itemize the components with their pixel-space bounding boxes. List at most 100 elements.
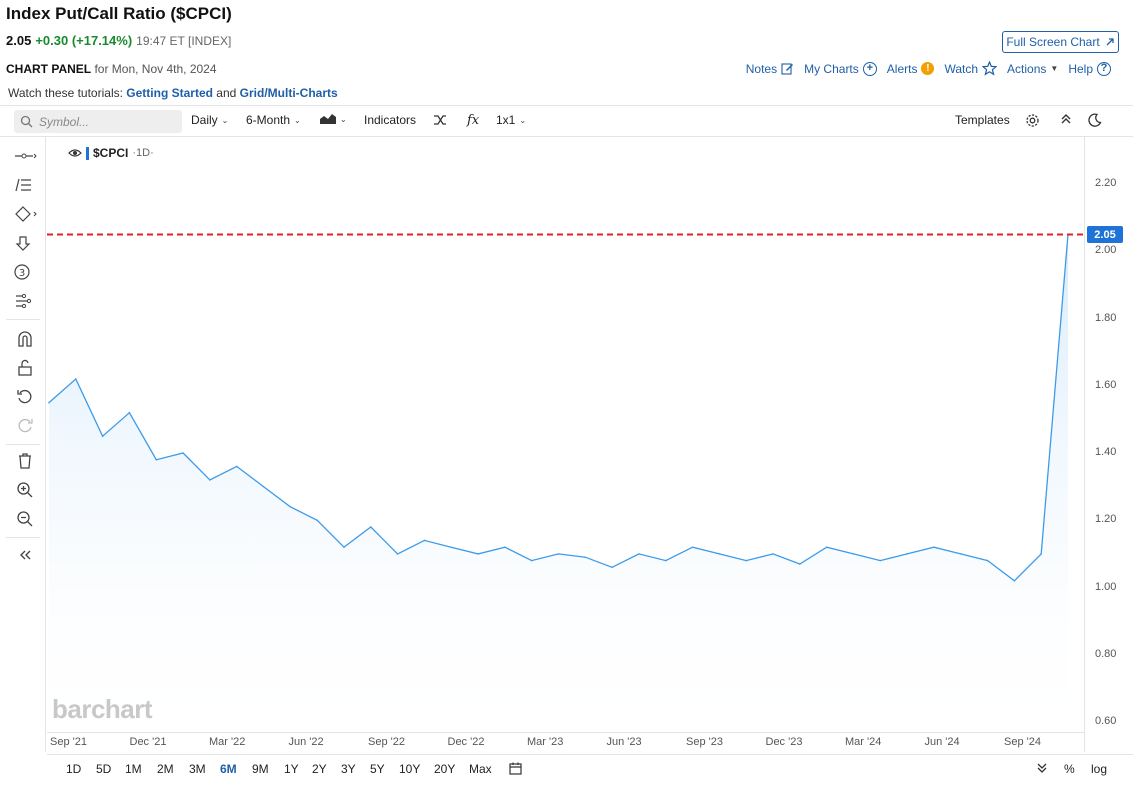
alerts-link[interactable]: Alerts ! <box>887 62 935 76</box>
expand-arrow-icon <box>1105 37 1115 47</box>
data-point <box>369 526 372 528</box>
range-5y[interactable]: 5Y <box>370 762 385 776</box>
line-tool-icon[interactable] <box>12 145 38 167</box>
range-6m[interactable]: 6M <box>220 762 237 776</box>
compare-icon[interactable] <box>433 113 447 127</box>
data-point <box>718 553 721 555</box>
range-1d[interactable]: 1D <box>66 762 82 776</box>
layout-dropdown[interactable]: 1x1 ⌄ <box>496 113 526 127</box>
series-color-swatch <box>86 146 89 160</box>
search-input[interactable]: Symbol... <box>39 114 90 129</box>
time-axis[interactable]: Sep '21 Dec '21 Mar '22 Jun '22 Sep '22 Dec '… <box>47 732 1084 752</box>
chart-plot-area[interactable] <box>47 137 1084 752</box>
data-point <box>745 559 748 562</box>
price-tick-label: 1.20 <box>1095 513 1117 526</box>
data-point <box>799 563 801 565</box>
trash-icon[interactable] <box>12 450 38 472</box>
watch-link[interactable]: Watch <box>944 61 998 76</box>
help-link[interactable]: Help ? <box>1068 61 1111 76</box>
path-tool-icon[interactable] <box>12 290 38 312</box>
data-point <box>879 559 882 562</box>
series-legend[interactable]: $CPCI ·1D· <box>68 146 154 160</box>
fib-tool-icon[interactable] <box>12 174 38 196</box>
data-point <box>209 479 211 481</box>
data-point <box>423 539 426 542</box>
data-point <box>343 546 345 548</box>
full-screen-chart-button[interactable]: Full Screen Chart <box>1002 31 1119 53</box>
notes-link[interactable]: Notes <box>746 62 794 76</box>
dark-mode-moon-icon[interactable] <box>1088 113 1102 127</box>
tools-divider <box>6 319 40 320</box>
undo-icon[interactable] <box>12 386 38 408</box>
range-20y[interactable]: 20Y <box>434 762 456 776</box>
chart-panel-label: CHART PANEL <box>6 62 92 76</box>
series-area-fill <box>49 234 1068 722</box>
time-tick-label: Sep '23 <box>686 736 723 748</box>
redo-icon[interactable] <box>12 415 38 437</box>
data-point <box>772 553 774 555</box>
range-2y[interactable]: 2Y <box>312 762 327 776</box>
calendar-icon[interactable] <box>509 762 522 775</box>
range-9m[interactable]: 9M <box>252 762 269 776</box>
templates-button[interactable]: Templates <box>955 113 1010 127</box>
drawing-tools-sidebar: 3 <box>0 137 46 752</box>
shape-tool-icon[interactable] <box>12 203 38 225</box>
my-charts-link[interactable]: My Charts + <box>804 61 877 76</box>
indicators-button[interactable]: Indicators <box>364 113 417 127</box>
range-1m[interactable]: 1M <box>125 762 142 776</box>
price-tick-label: 1.80 <box>1095 311 1117 324</box>
data-point <box>933 546 935 548</box>
magnet-icon[interactable] <box>12 328 38 350</box>
data-point <box>289 506 292 508</box>
percent-toggle[interactable]: % <box>1064 762 1075 776</box>
interval-dropdown[interactable]: Daily ⌄ <box>191 113 228 127</box>
actions-menu[interactable]: Actions ▼ <box>1007 62 1058 76</box>
tools-divider <box>6 444 40 445</box>
price-chart-svg[interactable] <box>47 137 1084 732</box>
top-links: Notes My Charts + Alerts ! Watch Actions… <box>746 61 1111 76</box>
range-5d[interactable]: 5D <box>96 762 112 776</box>
area-chart-icon <box>320 113 336 125</box>
data-point <box>638 553 640 555</box>
data-point <box>128 411 131 414</box>
my-charts-label: My Charts <box>804 61 859 76</box>
time-tick-label: Dec '22 <box>447 736 485 748</box>
settings-gear-icon[interactable] <box>1025 113 1040 128</box>
visibility-eye-icon[interactable] <box>68 148 82 158</box>
chevron-down-icon: ⌄ <box>340 114 347 124</box>
range-3y[interactable]: 3Y <box>341 762 356 776</box>
chart-type-dropdown[interactable]: ⌄ <box>320 113 347 125</box>
arrow-down-tool-icon[interactable] <box>12 232 38 254</box>
full-screen-label: Full Screen Chart <box>1006 35 1100 49</box>
range-10y[interactable]: 10Y <box>399 762 421 776</box>
function-icon[interactable]: fx <box>467 113 480 128</box>
getting-started-link[interactable]: Getting Started <box>126 86 213 100</box>
grid-multi-charts-link[interactable]: Grid/Multi-Charts <box>239 86 338 100</box>
number-marker-icon[interactable]: 3 <box>12 261 38 283</box>
time-tick-label: Jun '22 <box>288 736 324 748</box>
collapse-sidebar-icon[interactable] <box>12 544 38 566</box>
range-3m[interactable]: 3M <box>189 762 206 776</box>
data-point <box>316 519 318 522</box>
data-point <box>825 546 828 548</box>
range-max[interactable]: Max <box>469 762 492 776</box>
symbol-search[interactable]: Symbol... <box>14 110 182 133</box>
period-dropdown[interactable]: 6-Month ⌄ <box>246 113 301 127</box>
range-1y[interactable]: 1Y <box>284 762 299 776</box>
data-point <box>530 559 533 562</box>
range-2m[interactable]: 2M <box>157 762 174 776</box>
chart-panel-date: for Mon, Nov 4th, 2024 <box>94 62 217 76</box>
collapse-down-icon[interactable] <box>1037 762 1047 774</box>
collapse-up-icon[interactable] <box>1060 113 1072 125</box>
zoom-out-icon[interactable] <box>12 508 38 530</box>
unlock-icon[interactable] <box>12 357 38 379</box>
data-point <box>75 378 77 380</box>
log-toggle[interactable]: log <box>1091 762 1108 776</box>
data-point <box>235 465 238 468</box>
data-point <box>262 485 265 488</box>
time-tick-label: Mar '24 <box>845 736 882 748</box>
zoom-in-icon[interactable] <box>12 479 38 501</box>
price-change: +0.30 (+17.14%) <box>35 33 133 48</box>
data-point <box>852 553 855 555</box>
price-axis[interactable]: 2.05 0.60 0.80 1.00 1.20 1.40 1.60 1.80 2.00 2.2… <box>1084 137 1133 752</box>
